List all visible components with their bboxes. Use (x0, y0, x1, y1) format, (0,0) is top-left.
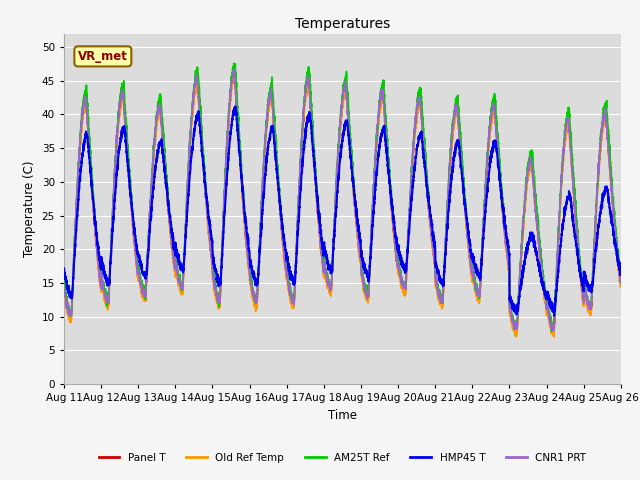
Title: Temperatures: Temperatures (295, 17, 390, 31)
HMP45 T (322, 252, 330, 258)
Panel T (499, 209, 507, 215)
CNR1 PRT (616, 278, 624, 284)
Line: Old Ref Temp: Old Ref Temp (64, 77, 621, 337)
AM25T Ref (436, 290, 444, 296)
Old Ref Temp (60, 291, 68, 297)
CNR1 PRT (617, 280, 625, 286)
CNR1 PRT (436, 294, 444, 300)
Old Ref Temp (322, 273, 330, 278)
Panel T (230, 68, 238, 73)
Panel T (60, 281, 68, 287)
Panel T (550, 329, 558, 335)
Old Ref Temp (231, 74, 239, 80)
CNR1 PRT (467, 267, 475, 273)
Y-axis label: Temperature (C): Temperature (C) (23, 160, 36, 257)
CNR1 PRT (60, 284, 68, 290)
CNR1 PRT (499, 209, 507, 215)
AM25T Ref (60, 278, 68, 284)
Old Ref Temp (617, 285, 625, 290)
Panel T (467, 270, 475, 276)
Panel T (616, 280, 624, 286)
HMP45 T (616, 264, 624, 270)
CNR1 PRT (549, 328, 557, 334)
Panel T (160, 150, 168, 156)
CNR1 PRT (322, 272, 330, 278)
Panel T (436, 297, 444, 302)
Old Ref Temp (467, 273, 475, 279)
Legend: Panel T, Old Ref Temp, AM25T Ref, HMP45 T, CNR1 PRT: Panel T, Old Ref Temp, AM25T Ref, HMP45 … (94, 449, 590, 467)
CNR1 PRT (160, 157, 168, 163)
X-axis label: Time: Time (328, 408, 357, 421)
HMP45 T (467, 253, 475, 259)
AM25T Ref (467, 264, 475, 270)
Old Ref Temp (499, 211, 507, 216)
Line: HMP45 T: HMP45 T (64, 106, 621, 316)
HMP45 T (232, 103, 239, 109)
CNR1 PRT (230, 66, 238, 72)
Line: Panel T: Panel T (64, 71, 621, 332)
HMP45 T (60, 266, 68, 272)
Line: CNR1 PRT: CNR1 PRT (64, 69, 621, 331)
Panel T (617, 283, 625, 288)
HMP45 T (160, 162, 168, 168)
HMP45 T (550, 313, 558, 319)
Old Ref Temp (436, 300, 444, 305)
Old Ref Temp (513, 334, 520, 340)
AM25T Ref (230, 60, 237, 66)
AM25T Ref (322, 266, 330, 272)
HMP45 T (617, 269, 625, 275)
AM25T Ref (616, 279, 624, 285)
Old Ref Temp (616, 278, 624, 284)
AM25T Ref (617, 269, 625, 275)
Panel T (322, 270, 330, 276)
AM25T Ref (499, 199, 507, 204)
AM25T Ref (160, 142, 168, 148)
Text: VR_met: VR_met (78, 50, 128, 63)
HMP45 T (436, 276, 444, 281)
Line: AM25T Ref: AM25T Ref (64, 63, 621, 331)
Old Ref Temp (160, 159, 168, 165)
AM25T Ref (548, 328, 556, 334)
HMP45 T (499, 202, 507, 208)
